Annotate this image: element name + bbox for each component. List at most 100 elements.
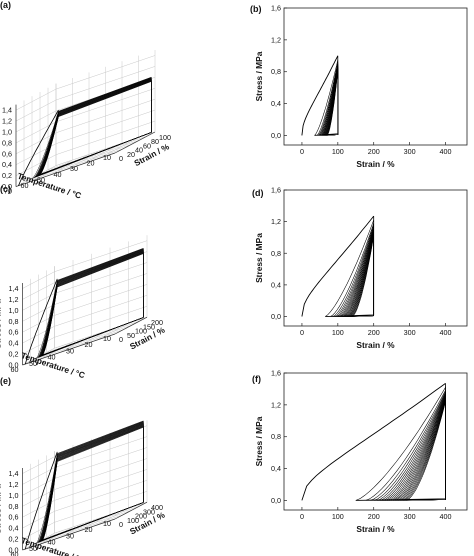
first-loading-curve <box>301 55 339 136</box>
temperature-tick-label: 20 <box>87 159 95 168</box>
cycle-curve <box>32 76 152 179</box>
temperature-axis-line <box>22 333 116 366</box>
y-tick-label: 0,0 <box>271 312 281 321</box>
strain-tick-label: 20 <box>127 150 135 159</box>
cycle-curve <box>405 401 446 501</box>
cycle-curve <box>399 399 446 501</box>
x-axis-label: Strain / % <box>356 340 395 350</box>
z-tick-label: 0,0 <box>9 361 19 370</box>
cycle-curve <box>336 226 374 317</box>
panel-letter: (c) <box>0 184 11 194</box>
x-tick-label: 300 <box>404 147 416 156</box>
floor-grid-line <box>30 514 124 547</box>
z-axis-label: Stress / MPa <box>0 299 3 349</box>
z-tick-label: 1,0 <box>9 306 19 315</box>
cycle-curve <box>326 70 339 136</box>
cycle-curve <box>373 392 446 501</box>
z-tick-label: 1,0 <box>9 491 19 500</box>
x-tick-label: 100 <box>332 328 344 337</box>
temperature-tick-label: 60 <box>11 365 19 374</box>
z-tick-label: 1,4 <box>2 106 12 115</box>
temperature-tick-label: 10 <box>103 153 111 162</box>
y-tick-label: 1,2 <box>271 35 281 44</box>
strain-tick-label: 40 <box>135 146 143 155</box>
strain-tick-label: 50 <box>127 331 135 340</box>
cycle-curve <box>391 397 446 501</box>
panel-b-stress-strain-chart: 0 100 200 300 400 0,0 0,4 0,8 1,2 1,6 Strain / % St… <box>250 4 468 169</box>
x-tick-label: 200 <box>368 512 380 521</box>
y-tick-label: 1,2 <box>271 400 281 409</box>
cycle-curve <box>377 393 446 501</box>
strain-axis-line <box>114 316 148 335</box>
z-tick-label: 0,6 <box>9 513 19 522</box>
cycle-curve <box>384 395 446 501</box>
panel-letter: (b) <box>250 4 262 14</box>
temperature-tick-label: 10 <box>103 519 111 528</box>
z-tick-label: 0,4 <box>9 339 19 348</box>
plot-frame <box>283 372 468 511</box>
temperature-tick-label: 10 <box>103 334 111 343</box>
temperature-axis-line <box>22 518 116 551</box>
x-tick-label: 200 <box>368 147 380 156</box>
cycle-curve <box>392 397 446 501</box>
y-tick-label: 0,4 <box>271 99 281 108</box>
y-tick-label: 1,2 <box>271 217 281 226</box>
cycle-curve <box>338 227 374 317</box>
panel-letter: (d) <box>252 188 264 198</box>
strain-tick-label: 0 <box>119 154 123 163</box>
temperature-tick-label: 30 <box>66 346 74 355</box>
z-axis-label: Stress / MPa <box>0 484 3 534</box>
strain-tick-label: 300 <box>143 507 155 516</box>
panel-e-3d-chart: 0,0 0,2 0,4 0,6 0,8 1,0 1,2 1,4 10 20 30 40 50 60 0 100… <box>0 376 167 556</box>
temperature-tick-label: 50 <box>29 359 37 368</box>
cycle-curve <box>330 223 374 317</box>
z-tick-label: 1,2 <box>2 117 12 126</box>
temperature-axis-line <box>15 152 116 187</box>
z-tick-label: 0,6 <box>9 328 19 337</box>
cycle-curve <box>370 391 446 501</box>
strain-tick-label: 100 <box>135 327 147 336</box>
z-tick-label: 0,4 <box>2 160 12 169</box>
cycle-curve <box>332 224 374 317</box>
panel-letter: (e) <box>0 376 11 386</box>
z-tick-label: 0,8 <box>9 317 19 326</box>
cycle-curve <box>365 390 446 501</box>
z-tick-label: 0,2 <box>2 171 12 180</box>
panel-letter: (f) <box>252 374 261 384</box>
cycle-curve <box>394 398 446 501</box>
cycle-curve <box>352 235 374 317</box>
strain-tick-label: 200 <box>151 318 163 327</box>
y-tick-label: 0,0 <box>271 131 281 140</box>
z-tick-label: 0,4 <box>9 524 19 533</box>
x-tick-label: 100 <box>332 147 344 156</box>
x-tick-label: 100 <box>332 512 344 521</box>
strain-tick-label: 80 <box>151 137 159 146</box>
y-tick-label: 0,4 <box>271 464 281 473</box>
x-tick-label: 0 <box>300 147 304 156</box>
first-loading-curve <box>18 109 59 186</box>
temperature-tick-label: 70 <box>4 187 12 196</box>
x-axis-label: Strain / % <box>356 524 395 534</box>
z-tick-label: 0,0 <box>2 182 12 191</box>
cycle-curve <box>314 59 339 136</box>
cycle-curve <box>37 248 144 358</box>
plot-frame <box>283 189 468 327</box>
z-tick-label: 0,2 <box>9 350 19 359</box>
temperature-tick-label: 40 <box>48 538 56 547</box>
first-loading-curve <box>301 215 375 317</box>
y-axis-label: Stress / MPa <box>254 51 264 101</box>
cycle-curve <box>37 420 144 543</box>
strain-tick-label: 60 <box>143 141 151 150</box>
panel-d-stress-strain-chart: 0 100 200 300 400 0,0 0,4 0,8 1,2 1,6 Strain / % St… <box>252 186 468 350</box>
strain-axis-line <box>114 501 148 520</box>
first-loading-curve <box>301 383 446 501</box>
strain-tick-label: 0 <box>119 520 123 529</box>
y-tick-label: 1,6 <box>271 186 281 195</box>
floor-grid-line <box>30 329 124 362</box>
z-tick-label: 0,2 <box>9 535 19 544</box>
temperature-tick-label: 30 <box>70 164 78 173</box>
z-tick-label: 0,6 <box>2 149 12 158</box>
z-tick-label: 1,4 <box>9 469 19 478</box>
temperature-tick-label: 40 <box>54 170 62 179</box>
